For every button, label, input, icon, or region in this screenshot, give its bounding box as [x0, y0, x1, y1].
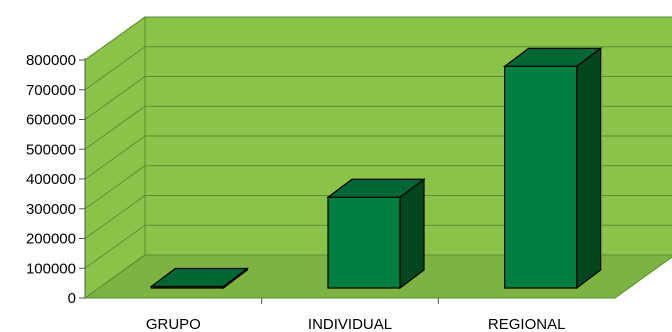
x-category-label: INDIVIDUAL [308, 316, 392, 332]
bar-front-face [504, 65, 578, 289]
chart-gridlines [84, 16, 672, 299]
y-tick-label: 600000 [26, 112, 76, 129]
y-tick-label: 800000 [26, 52, 76, 69]
y-tick-label: 700000 [26, 82, 76, 99]
x-category-label: REGIONAL [488, 316, 566, 332]
y-tick-label: 100000 [26, 260, 76, 277]
y-tick-label: 300000 [26, 201, 76, 218]
x-category-label: GRUPO [146, 316, 201, 332]
gridline [84, 76, 672, 120]
y-axis-ticks: 800000 700000 600000 500000 400000 300000 2000… [26, 52, 86, 307]
bar-top-face [502, 47, 603, 67]
bar-individual [326, 178, 426, 290]
bar-front-face [327, 196, 401, 289]
y-tick-label: 0 [68, 290, 76, 307]
bar-side-face [576, 47, 602, 290]
y-tick-label: 500000 [26, 141, 76, 158]
bar-regional [502, 47, 603, 290]
gridline [84, 165, 672, 210]
y-tick-label: 400000 [26, 171, 76, 188]
gridline [84, 16, 672, 61]
gridline [84, 254, 672, 299]
gridline [84, 105, 672, 150]
y-tick-label: 200000 [26, 231, 76, 248]
gridline [84, 224, 672, 269]
x-axis-labels: GRUPO INDIVIDUAL REGIONAL [146, 298, 566, 332]
bar-top-face [326, 178, 426, 198]
gridline [84, 135, 672, 180]
bar-grupo [149, 267, 250, 290]
bar-top-face [149, 267, 250, 288]
bar-side-face [399, 178, 425, 290]
gridline [84, 195, 672, 239]
gridline [84, 46, 672, 91]
chart-bars [149, 47, 603, 290]
